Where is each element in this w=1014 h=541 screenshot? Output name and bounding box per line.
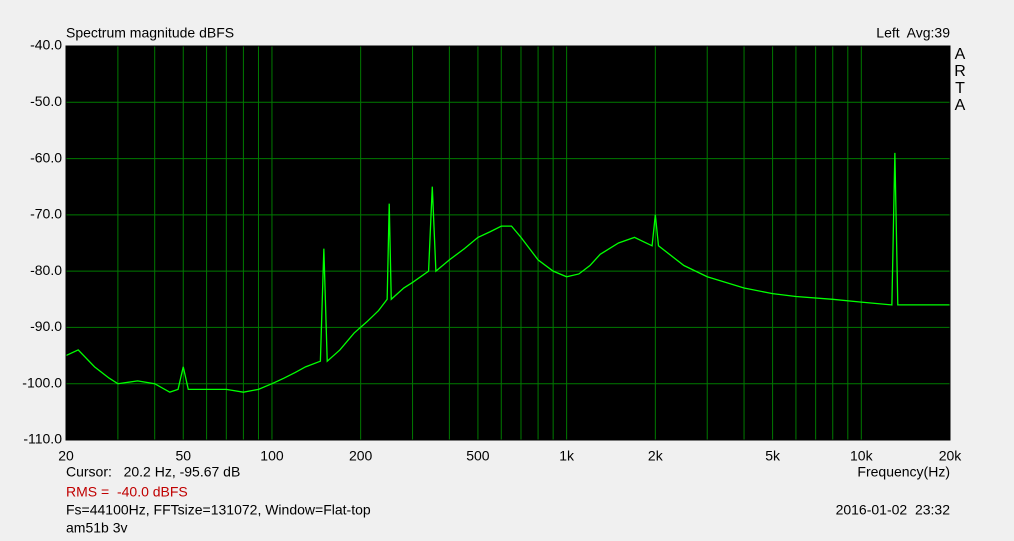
y-tick-label: -60.0 (30, 149, 62, 165)
x-tick-label: 5k (765, 448, 781, 464)
plot-area (65, 45, 951, 441)
x-tick-label: 20k (939, 448, 963, 464)
y-tick-label: -90.0 (30, 318, 62, 334)
x-tick-label: 50 (175, 448, 191, 464)
brand: ARTA (954, 46, 966, 114)
settings: Fs=44100Hz, FFTsize=131072, Window=Flat-… (66, 502, 371, 518)
x-tick-label: 2k (648, 448, 664, 464)
cursor-readout: Cursor: 20.2 Hz, -95.67 dB (66, 464, 240, 480)
timestamp: 2016-01-02 23:32 (836, 502, 951, 518)
x-tick-label: 500 (466, 448, 490, 464)
spectrum-line (65, 152, 950, 393)
rms-readout: RMS = -40.0 dBFS (66, 484, 188, 500)
y-tick-label: -110.0 (23, 431, 62, 447)
channel-info: Left Avg:39 (876, 25, 950, 41)
x-tick-label: 1k (559, 448, 575, 464)
x-tick-label: 200 (349, 448, 373, 464)
plot-border (65, 45, 951, 441)
y-tick-label: -80.0 (30, 262, 62, 278)
x-tick-label: 10k (850, 448, 874, 464)
x-axis-label: Frequency(Hz) (857, 464, 950, 480)
y-tick-label: -50.0 (30, 93, 62, 109)
y-tick-label: -40.0 (30, 37, 62, 53)
y-tick-label: -70.0 (30, 206, 62, 222)
y-tick-label: -100.0 (22, 374, 62, 390)
note: am51b 3v (66, 520, 127, 536)
x-tick-label: 20 (58, 448, 74, 464)
x-tick-label: 100 (260, 448, 284, 464)
chart-title: Spectrum magnitude dBFS (66, 25, 234, 41)
